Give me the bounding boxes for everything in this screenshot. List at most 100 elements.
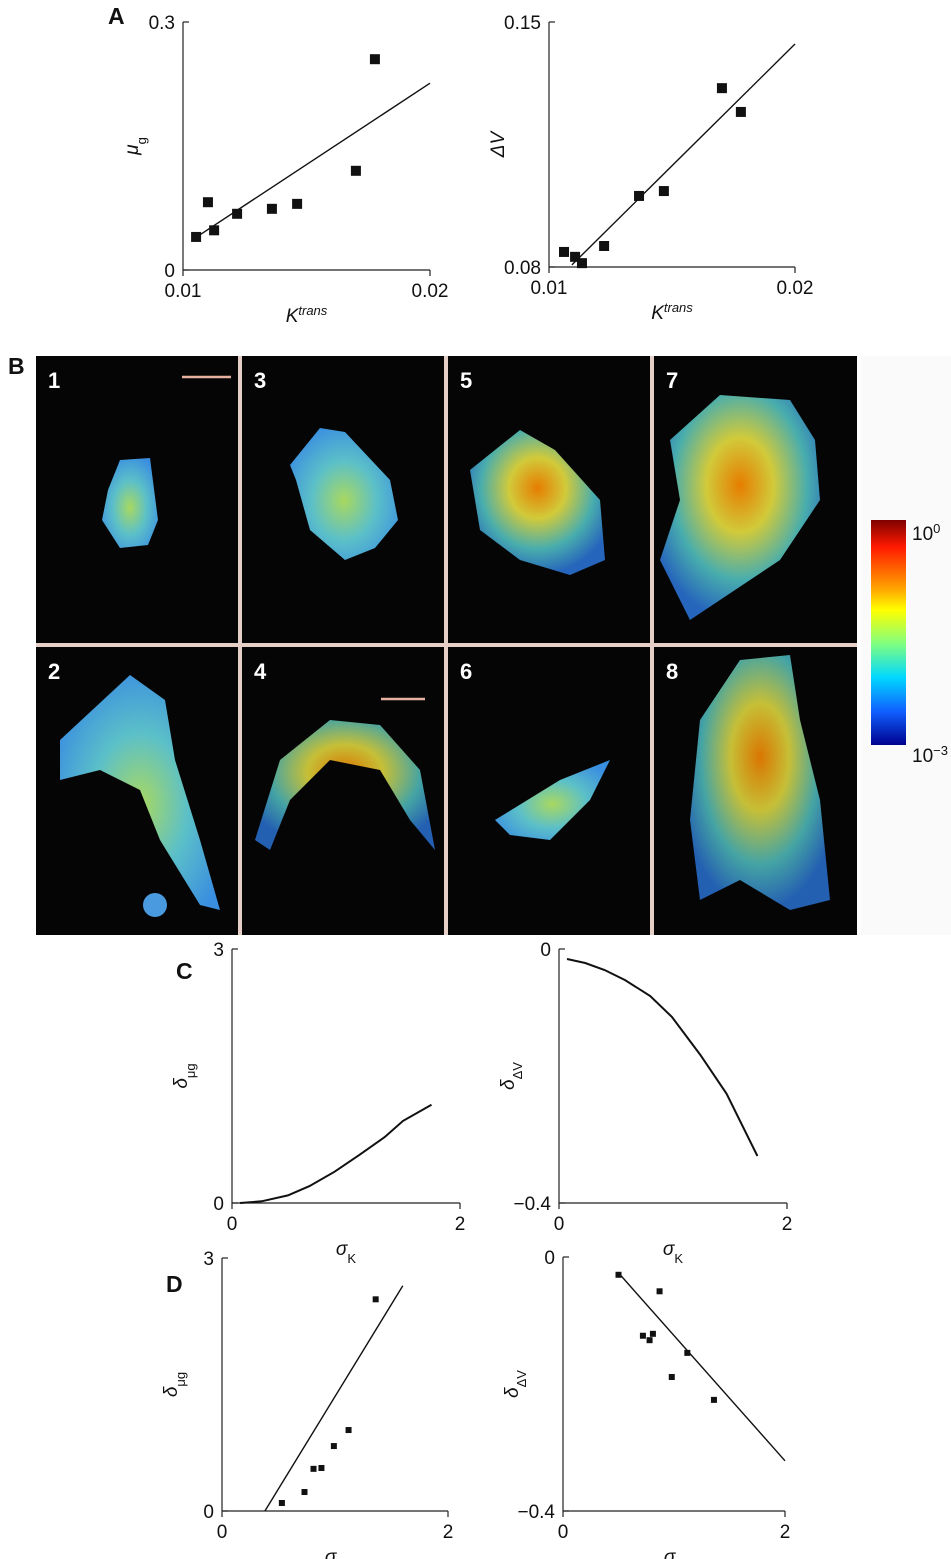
y-axis-label: δμg — [171, 1063, 198, 1088]
x-axis-label: σK — [663, 1239, 683, 1266]
y-axis-label-part: ΔV — [514, 1370, 529, 1388]
tile-number: 8 — [666, 659, 678, 684]
image-region — [102, 458, 158, 548]
line — [239, 1103, 432, 1204]
tile-number: 1 — [48, 368, 60, 393]
x-tick-label: 0.02 — [777, 278, 814, 299]
colorbar-label-part: 10 — [912, 524, 933, 545]
data-point — [345, 1427, 352, 1434]
x-axis-label-part: K — [286, 306, 300, 327]
image-region — [60, 675, 220, 910]
panel-label: B — [8, 353, 25, 379]
data-point — [209, 225, 220, 236]
data-point — [658, 186, 669, 197]
x-axis-label: Ktrans — [651, 300, 693, 325]
data-point — [202, 197, 213, 208]
x-tick-label: 0 — [227, 1214, 238, 1235]
panel-label: A — [108, 3, 125, 29]
y-axis-label: δΔV — [498, 1062, 525, 1090]
image-region — [143, 893, 167, 917]
fit-line — [571, 43, 796, 266]
colorbar-label-part: 0 — [933, 521, 940, 536]
data-point — [559, 246, 570, 257]
y-tick-label: −0.4 — [513, 1194, 551, 1215]
colorbar — [871, 520, 906, 745]
x-axis-label-part: σ — [663, 1239, 676, 1260]
x-tick-label: 0.01 — [165, 281, 202, 302]
y-axis-label-part: δ — [502, 1387, 523, 1398]
data-point — [191, 231, 202, 242]
image-region — [690, 655, 830, 910]
x-axis-label: Ktrans — [286, 303, 328, 328]
x-axis-label-part: K — [651, 303, 665, 324]
tile-number: 6 — [460, 659, 472, 684]
data-point — [656, 1288, 663, 1295]
x-tick-label: 2 — [780, 1522, 791, 1543]
y-tick-label: 3 — [203, 1249, 214, 1270]
tile-separators — [36, 356, 857, 935]
y-axis-label-part: g — [134, 137, 149, 144]
image-region — [470, 430, 605, 575]
image-region — [495, 760, 610, 840]
data-point — [599, 241, 610, 251]
y-tick-label: 3 — [213, 940, 224, 961]
data-point — [369, 54, 380, 65]
y-tick-label: 0.08 — [504, 258, 541, 279]
y-tick-label: 0 — [213, 1194, 224, 1215]
data-point — [330, 1443, 337, 1450]
x-tick-label: 0 — [217, 1522, 228, 1543]
data-point — [292, 198, 303, 209]
x-axis-label: σK — [336, 1239, 356, 1266]
data-point — [649, 1330, 656, 1337]
y-axis-label-part: μg — [183, 1063, 198, 1078]
fit-line — [264, 1285, 404, 1512]
data-point — [570, 251, 581, 262]
y-tick-label: 0.3 — [149, 13, 175, 34]
line — [566, 958, 759, 1157]
y-axis-label-part: ΔV — [488, 129, 509, 158]
fit-line — [617, 1272, 786, 1462]
data-point — [318, 1464, 325, 1471]
x-axis-label: σK — [664, 1547, 684, 1559]
data-point — [372, 1296, 379, 1303]
image-grid — [36, 356, 951, 935]
x-axis-label-part: trans — [298, 303, 327, 318]
tile-number: 5 — [460, 368, 472, 393]
x-tick-label: 0.02 — [412, 281, 449, 302]
y-tick-label: 0.15 — [504, 13, 541, 34]
panel-label: D — [166, 1271, 183, 1297]
data-point — [350, 165, 361, 176]
data-point — [668, 1374, 675, 1381]
data-point — [576, 258, 587, 269]
y-axis-label-part: δ — [171, 1078, 192, 1089]
data-point — [716, 83, 727, 94]
y-tick-label: 0 — [164, 261, 175, 282]
y-tick-label: −0.4 — [517, 1502, 555, 1523]
x-axis-label-part: σ — [664, 1547, 677, 1559]
y-tick-label: 0 — [544, 1248, 555, 1269]
tile-number: 7 — [666, 368, 678, 393]
tile-number: 2 — [48, 659, 60, 684]
data-point — [278, 1499, 285, 1506]
fit-line — [195, 82, 431, 239]
x-tick-label: 2 — [443, 1522, 454, 1543]
y-axis-label-part: μ — [122, 144, 143, 156]
data-point — [735, 106, 746, 117]
y-axis-label-part: ΔV — [510, 1062, 525, 1080]
image-region — [660, 395, 820, 620]
x-tick-label: 0.01 — [531, 278, 568, 299]
y-axis-label: μg — [122, 137, 149, 156]
tile-number: 3 — [254, 368, 266, 393]
data-point — [639, 1332, 646, 1339]
x-tick-label: 2 — [782, 1214, 793, 1235]
y-axis-label: δΔV — [502, 1370, 529, 1398]
y-axis-label-part: δ — [161, 1386, 182, 1397]
tile-number: 4 — [254, 659, 267, 684]
data-point — [710, 1396, 717, 1403]
y-tick-label: 0 — [540, 940, 551, 961]
y-axis-label-part: μg — [173, 1372, 188, 1387]
image-region — [290, 428, 398, 560]
colorbar-label-part: 10 — [912, 746, 933, 767]
colorbar-label: 100 — [912, 521, 940, 546]
